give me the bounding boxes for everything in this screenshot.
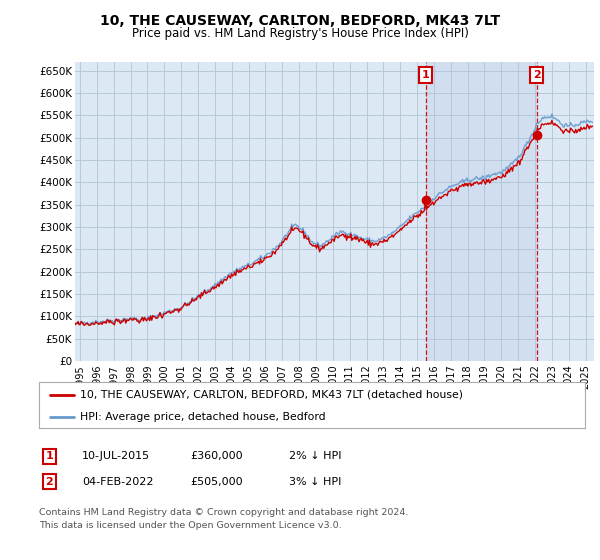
Text: £505,000: £505,000 (190, 477, 243, 487)
Text: 1: 1 (46, 451, 53, 461)
Text: Price paid vs. HM Land Registry's House Price Index (HPI): Price paid vs. HM Land Registry's House … (131, 27, 469, 40)
Text: HPI: Average price, detached house, Bedford: HPI: Average price, detached house, Bedf… (80, 412, 326, 422)
Text: 3% ↓ HPI: 3% ↓ HPI (289, 477, 341, 487)
Text: 04-FEB-2022: 04-FEB-2022 (82, 477, 154, 487)
Text: Contains HM Land Registry data © Crown copyright and database right 2024.
This d: Contains HM Land Registry data © Crown c… (39, 508, 409, 530)
Text: 10, THE CAUSEWAY, CARLTON, BEDFORD, MK43 7LT (detached house): 10, THE CAUSEWAY, CARLTON, BEDFORD, MK43… (80, 390, 463, 400)
Text: 1: 1 (422, 70, 430, 80)
Bar (426, 62, 536, 361)
Text: 2% ↓ HPI: 2% ↓ HPI (289, 451, 342, 461)
Text: 10, THE CAUSEWAY, CARLTON, BEDFORD, MK43 7LT: 10, THE CAUSEWAY, CARLTON, BEDFORD, MK43… (100, 14, 500, 28)
Text: 2: 2 (46, 477, 53, 487)
Text: £360,000: £360,000 (190, 451, 243, 461)
Text: 10-JUL-2015: 10-JUL-2015 (82, 451, 151, 461)
Text: 2: 2 (533, 70, 541, 80)
